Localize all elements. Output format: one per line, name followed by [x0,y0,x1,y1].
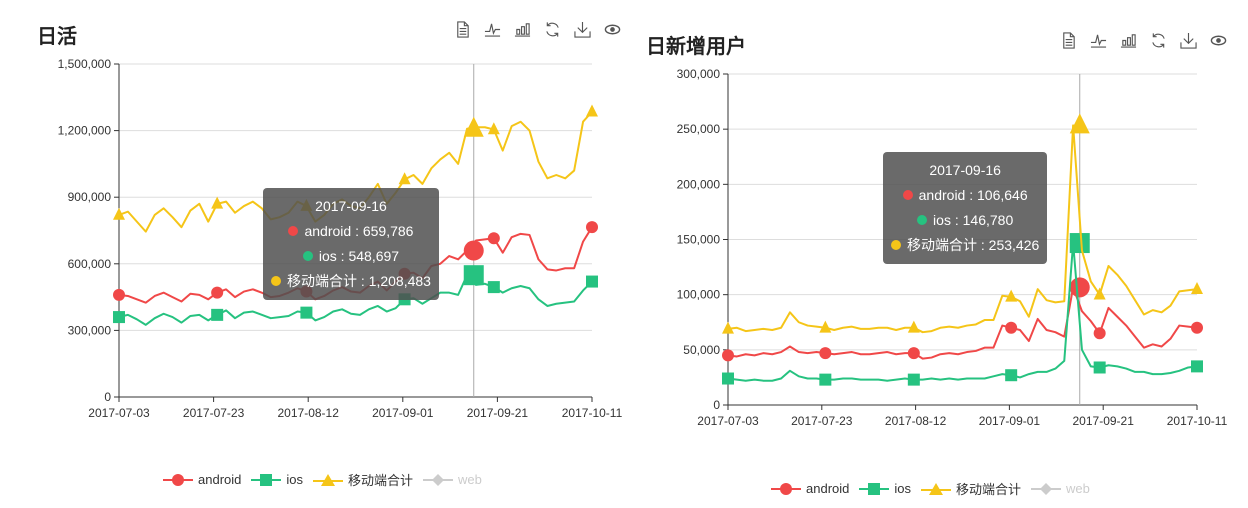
bar-chart-button[interactable] [1116,31,1140,55]
eye-button[interactable] [600,20,624,44]
data-view-icon [1060,32,1077,54]
tooltip-date: 2017-09-16 [929,162,1001,178]
svg-text:0: 0 [713,398,720,412]
svg-text:2017-10-11: 2017-10-11 [1167,414,1228,428]
svg-text:2017-07-23: 2017-07-23 [183,406,245,420]
line-chart-icon [1090,32,1107,54]
android-dot-icon [902,190,913,200]
svg-text:150,000: 150,000 [677,233,721,247]
android-dot-icon [288,226,299,236]
legend-item-total[interactable]: 移动端合计 [313,470,413,489]
data-view-button[interactable] [1056,31,1080,55]
triangle-marker-icon [921,482,951,495]
line-chart-button[interactable] [480,20,504,44]
diamond-marker-icon [1031,482,1062,495]
save-image-button[interactable] [570,20,594,44]
tooltip-row-android: android : 106,646 [891,183,1039,208]
eye-button[interactable] [1206,31,1230,55]
eye-icon [1210,32,1227,54]
legend-item-total[interactable]: 移动端合计 [921,479,1021,498]
svg-text:100,000: 100,000 [677,288,721,302]
chart-legend: android ios 移动端合计 web [163,470,482,489]
daily-new-users-panel: 0 50,000 100,000 150,000 200,000 250,000 300,0… [624,0,1248,508]
daily-new-users-line-chart[interactable]: 0 50,000 100,000 150,000 200,000 250,000 300,0… [624,0,1248,508]
legend-item-web[interactable]: web [1031,481,1090,496]
chart-legend: android ios 移动端合计 web [771,479,1090,498]
svg-text:600,000: 600,000 [68,257,112,271]
svg-text:300,000: 300,000 [677,67,721,81]
chart-title: 日新增用户 [646,34,746,58]
chart-tooltip: 2017-09-16 android : 659,786 ios : 548,6… [263,188,439,300]
circle-marker-icon [771,482,801,495]
ios-dot-icon [917,215,928,225]
eye-icon [604,21,621,43]
svg-text:2017-07-23: 2017-07-23 [791,414,853,428]
tooltip-date: 2017-09-16 [315,198,387,214]
restore-icon [544,21,561,43]
legend-item-ios[interactable]: ios [859,481,911,496]
square-marker-icon [859,482,890,495]
restore-icon [1150,32,1167,54]
chart-tooltip: 2017-09-16 android : 106,646 ios : 146,7… [883,152,1048,264]
diamond-marker-icon [423,473,454,486]
chart-title: 日活 [37,24,77,48]
save-image-icon [1179,32,1197,54]
data-view-button[interactable] [450,20,474,44]
svg-text:2017-07-03: 2017-07-03 [88,406,150,420]
svg-text:2017-07-03: 2017-07-03 [697,414,759,428]
svg-text:250,000: 250,000 [677,122,721,136]
legend-item-android[interactable]: android [163,472,241,487]
svg-text:2017-10-11: 2017-10-11 [562,406,623,420]
restore-button[interactable] [1146,31,1170,55]
tooltip-row-ios: ios : 548,697 [271,244,431,269]
svg-text:900,000: 900,000 [68,190,112,204]
total-dot-icon [891,240,901,250]
bar-chart-icon [514,21,531,43]
svg-text:2017-09-01: 2017-09-01 [979,414,1041,428]
save-image-icon [573,21,591,43]
svg-text:2017-09-01: 2017-09-01 [372,406,434,420]
svg-text:2017-09-21: 2017-09-21 [1073,414,1135,428]
svg-text:1,200,000: 1,200,000 [58,124,112,138]
svg-text:1,500,000: 1,500,000 [58,57,112,71]
data-view-icon [454,21,471,43]
tooltip-row-android: android : 659,786 [271,219,431,244]
svg-text:50,000: 50,000 [683,343,720,357]
svg-text:2017-09-21: 2017-09-21 [467,406,529,420]
line-chart-icon [484,21,501,43]
save-image-button[interactable] [1176,31,1200,55]
restore-button[interactable] [540,20,564,44]
legend-item-android[interactable]: android [771,481,849,496]
circle-marker-icon [163,473,193,486]
svg-text:200,000: 200,000 [677,177,721,191]
tooltip-row-total: 移动端合计 : 1,208,483 [271,269,431,294]
svg-text:2017-08-12: 2017-08-12 [885,414,947,428]
chart-toolbox [1056,31,1230,55]
svg-text:300,000: 300,000 [68,323,112,337]
daily-active-panel: 0 300,000 600,000 900,000 1,200,000 1,500,000… [0,0,624,508]
svg-text:0: 0 [104,390,111,404]
daily-active-line-chart[interactable]: 0 300,000 600,000 900,000 1,200,000 1,500,000… [0,0,624,508]
bar-chart-icon [1120,32,1137,54]
total-dot-icon [271,276,281,286]
legend-item-web[interactable]: web [423,472,482,487]
triangle-marker-icon [313,473,343,486]
square-marker-icon [251,473,282,486]
svg-text:2017-08-12: 2017-08-12 [278,406,340,420]
tooltip-row-total: 移动端合计 : 253,426 [891,233,1039,258]
legend-item-ios[interactable]: ios [251,472,303,487]
chart-toolbox [450,20,624,44]
tooltip-row-ios: ios : 146,780 [891,208,1039,233]
ios-dot-icon [302,251,313,261]
line-chart-button[interactable] [1086,31,1110,55]
bar-chart-button[interactable] [510,20,534,44]
